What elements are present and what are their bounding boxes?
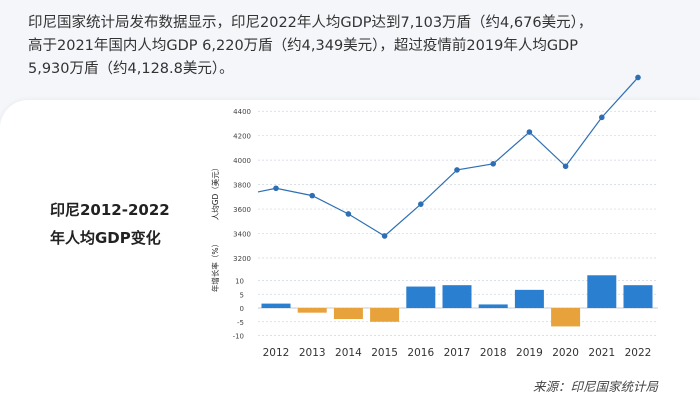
x-tick-label: 2021	[588, 347, 615, 359]
x-tick-label: 2016	[407, 347, 434, 359]
line-y-axis-title: 人均GD（美元）	[210, 164, 220, 221]
chart-title-line-1: 印尼2012-2022	[50, 201, 170, 219]
bar-2012	[261, 303, 291, 308]
intro-line-2: 高于2021年国内人均GDP 6,220万盾（约4,349美元），超过疫情前20…	[28, 38, 578, 54]
line-y-tick-label: 4400	[233, 108, 251, 116]
bar-2015	[370, 308, 400, 322]
bar-y-tick-label: -10	[233, 333, 244, 341]
intro-text: 印尼国家统计局发布数据显示，印尼2022年人均GDP达到7,103万盾（约4,6…	[28, 12, 678, 81]
x-tick-label: 2013	[299, 347, 326, 359]
x-tick-label: 2014	[335, 347, 362, 359]
line-series	[257, 77, 639, 237]
bar-2021	[587, 275, 617, 308]
line-y-tick-label: 3200	[233, 255, 251, 263]
bar-y-tick-label: 10	[235, 278, 244, 286]
line-point-2017	[454, 167, 460, 173]
chart-title-line-2: 年人均GDP变化	[50, 229, 161, 247]
line-point-2012	[273, 185, 279, 192]
chart-card	[0, 100, 700, 402]
source-note: 来源：印尼国家统计局	[532, 379, 658, 394]
bar-2013	[297, 308, 327, 313]
x-tick-label: 2017	[444, 347, 471, 359]
bar-2022	[623, 285, 653, 308]
intro-line-1: 印尼国家统计局发布数据显示，印尼2022年人均GDP达到7,103万盾（约4,6…	[28, 15, 593, 31]
x-tick-label: 2020	[552, 347, 579, 359]
x-tick-label: 2012	[263, 347, 290, 359]
bar-y-tick-label: -5	[237, 319, 244, 327]
line-point-2021	[599, 114, 605, 121]
line-y-tick-label: 4200	[233, 133, 251, 141]
bar-y-tick-label: 5	[240, 291, 244, 299]
line-point-2019	[526, 129, 533, 135]
line-point-2013	[309, 192, 316, 199]
bar-y-axis-title: 年增长率（%）	[210, 240, 220, 292]
bar-2018	[478, 304, 508, 308]
x-tick-label: 2018	[480, 347, 507, 359]
bar-2016	[406, 286, 436, 308]
line-point-2016	[418, 201, 424, 207]
x-tick-label: 2019	[516, 347, 543, 359]
bar-2014	[333, 308, 363, 319]
bar-2020	[551, 308, 581, 327]
x-tick-label: 2022	[625, 347, 652, 359]
line-y-tick-label: 4000	[233, 157, 251, 165]
bar-2017	[442, 285, 472, 308]
intro-line-3: 5,930万盾（约4,128.8美元）。	[28, 61, 234, 77]
line-point-2015	[381, 233, 388, 239]
line-point-2014	[345, 211, 352, 217]
line-point-2018	[490, 161, 497, 167]
line-y-tick-label: 3800	[233, 182, 251, 190]
line-point-2022	[635, 74, 641, 81]
bar-2019	[514, 289, 544, 308]
bar-y-tick-label: 0	[240, 305, 244, 313]
x-tick-label: 2015	[371, 347, 398, 359]
line-point-2020	[562, 163, 569, 170]
line-y-tick-label: 3600	[233, 206, 251, 214]
line-y-tick-label: 3400	[233, 231, 251, 239]
chart-title: 印尼2012-2022 年人均GDP变化	[50, 196, 180, 252]
